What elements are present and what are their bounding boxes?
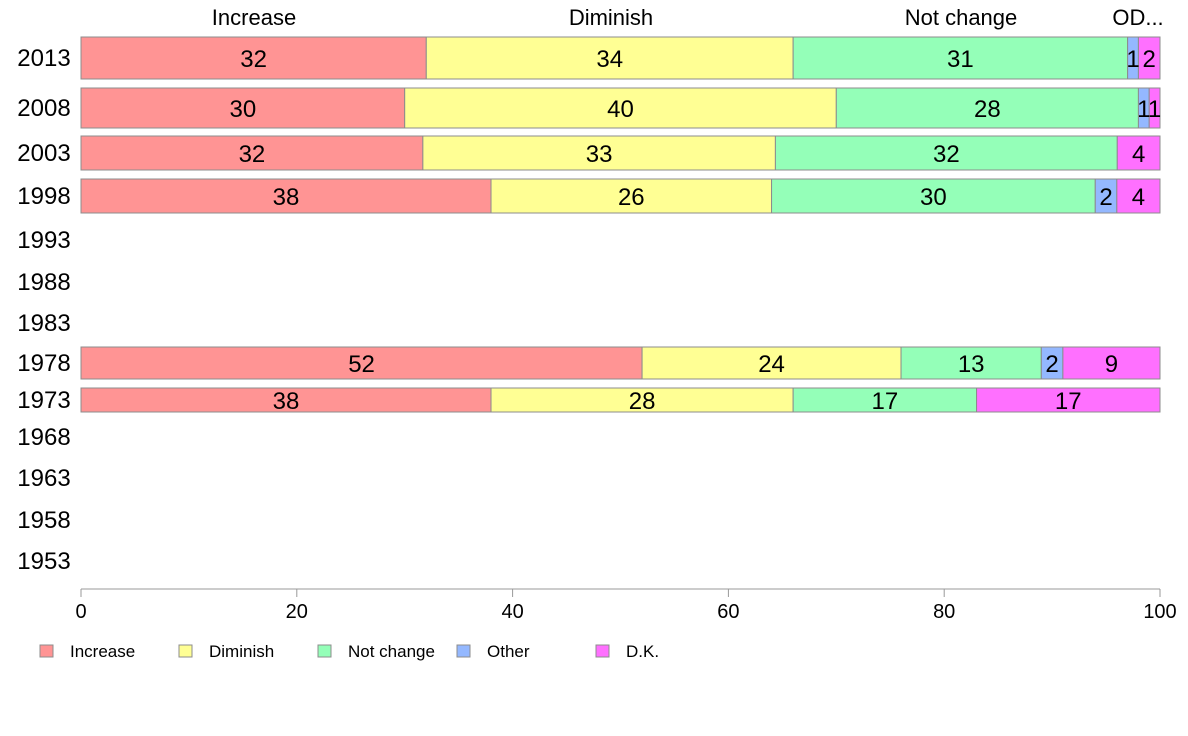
segment-value-label: 30 <box>920 184 947 211</box>
legend-label: Other <box>487 642 530 661</box>
x-axis: 0 20 40 60 80 100 <box>75 588 1177 623</box>
segment-value-label: 1 <box>1148 96 1161 123</box>
segment-value-label: 4 <box>1132 141 1145 168</box>
column-header: Diminish <box>569 5 653 30</box>
x-tick-label: 80 <box>933 601 955 623</box>
bar-segment <box>80 135 424 171</box>
year-label: 1968 <box>17 424 70 451</box>
segment-value-label: 32 <box>239 141 266 168</box>
segment-value-label: 32 <box>933 141 960 168</box>
bar-segment <box>425 36 794 80</box>
year-label: 1953 <box>17 548 70 575</box>
legend-swatch <box>39 644 54 658</box>
bar-segment <box>490 387 794 413</box>
year-label: 1963 <box>17 465 70 492</box>
segment-value-label: 38 <box>273 184 300 211</box>
year-label: 1958 <box>17 507 70 534</box>
year-label: 2003 <box>17 140 70 167</box>
year-label: 1983 <box>17 310 70 337</box>
bar-segment <box>792 387 978 413</box>
column-header: Increase <box>212 5 296 30</box>
segment-value-label: 28 <box>629 388 656 415</box>
legend-swatch <box>595 644 610 658</box>
x-tick-label: 40 <box>501 601 523 623</box>
segment-value-label: 34 <box>596 46 623 73</box>
segment-value-label: 2 <box>1045 351 1058 378</box>
bar-segment <box>1137 36 1161 80</box>
year-label: 1978 <box>17 350 70 377</box>
segment-value-label: 33 <box>586 141 613 168</box>
segment-value-label: 2 <box>1099 184 1112 211</box>
legend: Increase Diminish Not change Other D.K. <box>39 642 659 661</box>
segment-value-label: 40 <box>607 96 634 123</box>
bar-segment <box>80 346 643 380</box>
segment-value-label: 17 <box>872 388 899 415</box>
year-axis-labels: 2013 2008 2003 1998 1993 1988 1983 1978 1973 1968… <box>17 45 70 575</box>
segment-value-label: 31 <box>947 46 974 73</box>
bar-segment <box>774 135 1118 171</box>
year-label: 1993 <box>17 227 70 254</box>
year-label: 2008 <box>17 95 70 122</box>
column-headers: Increase Diminish Not change OD... <box>212 5 1164 30</box>
bar-segment <box>80 178 492 214</box>
x-tick-label: 0 <box>75 601 86 623</box>
legend-swatch <box>178 644 193 658</box>
bar-segment <box>404 87 837 129</box>
segment-value-label: 4 <box>1132 184 1145 211</box>
legend-label: Diminish <box>209 642 274 661</box>
segment-value-label: 28 <box>974 96 1001 123</box>
segment-value-label: 52 <box>348 351 375 378</box>
x-tick-label: 20 <box>286 601 308 623</box>
legend-label: Not change <box>348 642 435 661</box>
bar-segment <box>900 346 1042 380</box>
segment-value-label: 38 <box>273 388 300 415</box>
legend-label: Increase <box>70 642 135 661</box>
year-label: 1988 <box>17 269 70 296</box>
column-header: Not change <box>905 5 1018 30</box>
bar-segment <box>490 178 773 214</box>
legend-swatch <box>456 644 471 658</box>
segment-value-label: 24 <box>758 351 785 378</box>
bars <box>80 36 1161 413</box>
bar-segment <box>1062 346 1161 380</box>
year-label: 1973 <box>17 387 70 414</box>
bar-segment <box>976 387 1161 413</box>
segment-value-label: 1 <box>1126 46 1139 73</box>
year-label: 2013 <box>17 45 70 72</box>
segment-value-label: 26 <box>618 184 645 211</box>
bar-segment <box>1116 178 1161 214</box>
bar-segment <box>80 87 406 129</box>
x-tick-label: 100 <box>1143 601 1176 623</box>
segment-value-label: 13 <box>958 351 985 378</box>
bar-segment <box>422 135 776 171</box>
segment-value-label: 17 <box>1055 388 1082 415</box>
legend-swatch <box>317 644 332 658</box>
bar-segment <box>1148 87 1161 129</box>
segment-value-label: 9 <box>1105 351 1118 378</box>
segment-value-label: 1 <box>1137 96 1150 123</box>
segment-value-label: 2 <box>1143 46 1156 73</box>
segment-value-label: 30 <box>229 96 256 123</box>
year-label: 1998 <box>17 183 70 210</box>
x-tick-label: 60 <box>717 601 739 623</box>
column-header: OD... <box>1112 5 1163 30</box>
bar-segment <box>1116 135 1161 171</box>
bar-segment <box>792 36 1129 80</box>
bar-segment <box>835 87 1139 129</box>
bar-segment <box>771 178 1096 214</box>
bar-segment <box>641 346 902 380</box>
bar-segment <box>80 36 427 80</box>
segment-value-label: 32 <box>240 46 267 73</box>
legend-label: D.K. <box>626 642 659 661</box>
